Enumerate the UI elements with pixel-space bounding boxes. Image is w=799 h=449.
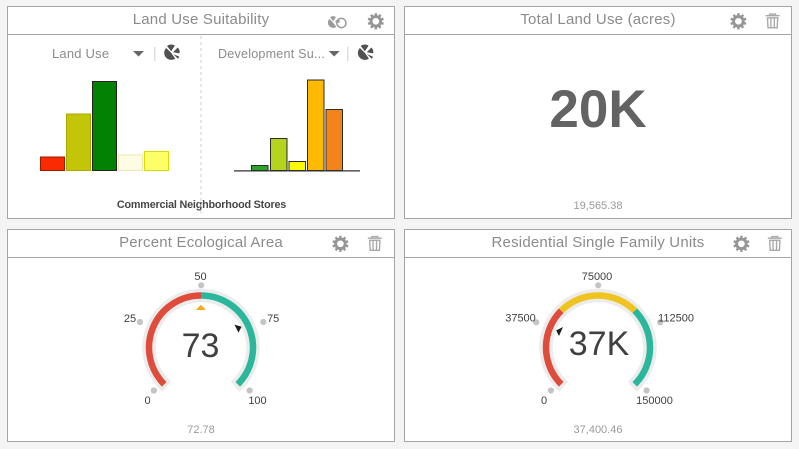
svg-text:75000: 75000	[582, 271, 613, 283]
svg-text:73: 73	[182, 327, 220, 365]
svg-text:150000: 150000	[636, 395, 673, 407]
svg-text:0: 0	[144, 395, 150, 407]
svg-text:50: 50	[194, 271, 206, 283]
svg-text:25: 25	[124, 313, 136, 325]
svg-text:37K: 37K	[569, 325, 630, 363]
svg-text:0: 0	[541, 395, 547, 407]
svg-text:112500: 112500	[658, 313, 694, 325]
svg-text:75: 75	[267, 313, 279, 325]
svg-text:100: 100	[248, 395, 266, 407]
svg-text:37500: 37500	[505, 313, 536, 325]
